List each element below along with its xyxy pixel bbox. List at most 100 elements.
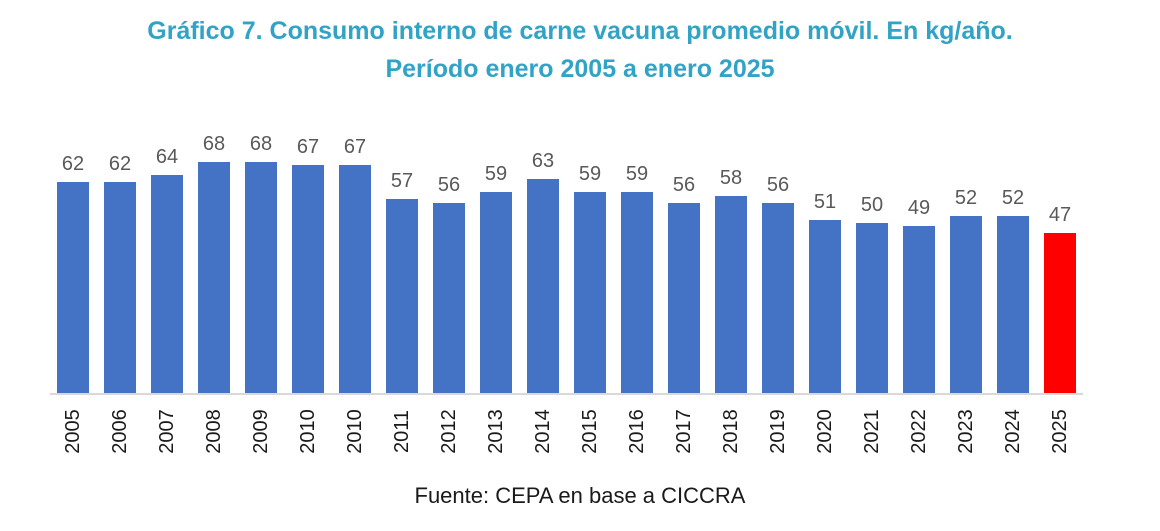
x-axis-tick-label: 2022 [907, 408, 930, 454]
x-axis-tick: 2020 [809, 399, 841, 463]
bar [198, 161, 230, 393]
bar-value-label: 56 [766, 173, 790, 196]
x-axis-tick: 2008 [198, 399, 230, 463]
bar [292, 165, 324, 393]
x-axis-tick: 2022 [903, 399, 935, 463]
x-axis-tick: 2010 [292, 399, 324, 463]
bar-group: 50 [856, 194, 888, 393]
bar [762, 202, 794, 393]
x-axis-tick-label: 2018 [719, 408, 742, 454]
x-axis-tick-label: 2025 [1048, 408, 1071, 454]
bar-group: 52 [950, 187, 982, 393]
bar-value-label: 68 [249, 132, 273, 155]
bar-group: 56 [762, 174, 794, 393]
source-note: Fuente: CEPA en base a CICCRA [414, 483, 746, 508]
bar-value-label: 50 [860, 194, 884, 216]
x-axis-tick-label: 2015 [578, 408, 601, 454]
bar-value-label: 57 [390, 170, 414, 193]
x-axis-tick-label: 2011 [390, 409, 413, 453]
bar-group: 51 [809, 191, 841, 393]
bar-value-label: 58 [719, 166, 743, 189]
bar [856, 223, 888, 393]
bar-value-label: 62 [108, 153, 132, 176]
bar [809, 219, 841, 393]
x-axis-tick: 2018 [715, 399, 747, 463]
x-axis-tick: 2017 [668, 399, 700, 463]
bar-chart: 62 62 64 68 68 67 67 57 56 59 63 [50, 133, 1083, 463]
bar-group: 62 [57, 153, 89, 393]
x-axis-tick-label: 2021 [860, 408, 883, 454]
bar-value-label: 52 [1001, 187, 1025, 210]
x-axis-tick: 2007 [151, 399, 183, 463]
x-axis-tick-label: 2023 [954, 408, 977, 454]
x-axis-tick: 2024 [997, 399, 1029, 463]
bar-group: 52 [997, 187, 1029, 393]
x-axis-tick: 2025 [1044, 399, 1076, 463]
bar-value-label: 64 [155, 146, 179, 169]
x-axis-tick-label: 2013 [484, 408, 507, 454]
x-axis-tick-label: 2024 [1001, 408, 1024, 454]
bar-value-label: 59 [578, 163, 602, 186]
bar [527, 178, 559, 393]
bar-value-label: 59 [625, 163, 649, 186]
bar-group: 67 [292, 136, 324, 393]
bar [151, 175, 183, 393]
x-axis-tick-label: 2010 [296, 408, 319, 454]
bar-group: 63 [527, 150, 559, 393]
bar [245, 161, 277, 393]
x-axis-tick: 2006 [104, 399, 136, 463]
x-axis-tick: 2019 [762, 399, 794, 463]
x-axis-tick: 2010 [339, 399, 371, 463]
x-axis-tick-label: 2006 [108, 408, 131, 454]
bar [574, 192, 606, 393]
x-axis-tick: 2023 [950, 399, 982, 463]
x-axis-tick: 2009 [245, 399, 277, 463]
bar [621, 192, 653, 393]
x-axis-tick-label: 2009 [249, 408, 272, 454]
bar [950, 216, 982, 393]
x-axis-tick: 2014 [527, 399, 559, 463]
bar-value-label: 51 [813, 190, 837, 213]
bar-value-label: 63 [531, 149, 555, 172]
chart-title: Gráfico 7. Consumo interno de carne vacu… [0, 0, 1160, 88]
bar [339, 165, 371, 393]
bar-value-label: 67 [343, 136, 367, 159]
x-axis-tick-label: 2014 [531, 408, 554, 454]
chart-title-line1: Gráfico 7. Consumo interno de carne vacu… [147, 17, 1013, 45]
bar-group: 68 [245, 133, 277, 393]
bar-group: 59 [480, 163, 512, 393]
bar-group: 58 [715, 167, 747, 393]
bar [903, 226, 935, 393]
x-axis-tick-label: 2019 [766, 408, 789, 454]
x-axis-tick-label: 2007 [155, 408, 178, 454]
bar [57, 182, 89, 393]
x-axis-tick-label: 2012 [437, 408, 460, 454]
bar-group: 56 [668, 174, 700, 393]
bar-group: 59 [574, 163, 606, 393]
x-axis-tick-label: 2010 [343, 408, 366, 454]
bar-value-label: 56 [672, 173, 696, 196]
bar-group: 59 [621, 163, 653, 393]
bar-group: 62 [104, 153, 136, 393]
x-axis-tick-label: 2020 [813, 408, 836, 454]
x-axis-tick-label: 2005 [61, 408, 84, 454]
bar-value-label: 47 [1048, 204, 1072, 227]
bar-value-label: 56 [437, 173, 461, 196]
bar-group: 67 [339, 136, 371, 393]
bar [1044, 233, 1076, 393]
x-axis-tick: 2015 [574, 399, 606, 463]
bar-group: 57 [386, 170, 418, 393]
x-axis-labels: 2005 2006 2007 2008 2009 2010 2010 2011 … [57, 399, 1076, 463]
bar [668, 202, 700, 393]
x-axis-line [50, 393, 1083, 395]
bar-value-label: 67 [296, 136, 320, 159]
bar [104, 182, 136, 393]
bar-group: 68 [198, 133, 230, 393]
bar-group: 49 [903, 197, 935, 393]
x-axis-tick: 2011 [386, 399, 418, 463]
bar [433, 202, 465, 393]
chart-title-line2: Período enero 2005 a enero 2025 [385, 55, 775, 83]
bars-row: 62 62 64 68 68 67 67 57 56 59 63 [57, 133, 1076, 393]
x-axis-tick-label: 2008 [202, 408, 225, 454]
